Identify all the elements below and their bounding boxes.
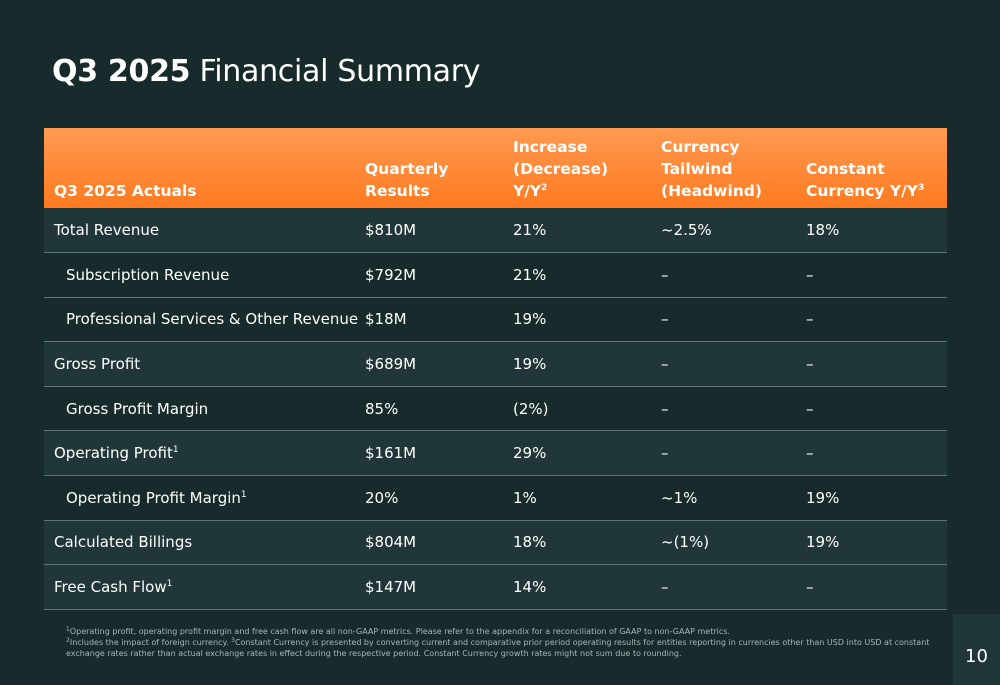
table-cell: 21% <box>513 265 547 284</box>
table-cell: – <box>661 355 669 374</box>
header-row: Q3 2025 Actuals Quarterly Results Increase… <box>44 128 947 208</box>
footnote-3-marker: 3 <box>231 637 235 644</box>
row-label: Professional Services & Other Revenue <box>66 310 359 329</box>
table-cell: – <box>661 265 669 284</box>
table-cell: $18M <box>365 310 407 329</box>
table-cell: 20% <box>365 488 399 507</box>
row-label-cell: Operating Profit Margin1 <box>44 476 355 521</box>
table-row: Gross Profit $689M 19% – – <box>44 341 947 387</box>
footnote-1-text: Operating profit, operating profit margi… <box>69 627 730 636</box>
table-cell: 85% <box>365 399 399 418</box>
footnote-1: 1Operating profit, operating profit marg… <box>66 626 966 637</box>
table-cell: 18% <box>806 221 840 240</box>
table-cell: – <box>806 399 814 418</box>
row-label-cell: Free Cash Flow1 <box>44 565 355 610</box>
table-cell: $810M <box>365 221 417 240</box>
footnote-2-marker: 2 <box>66 637 70 644</box>
footnote-1-marker: 1 <box>66 626 70 633</box>
table-body: Total Revenue $810M 21% ~2.5% 18% Subscriptio… <box>44 208 947 610</box>
row-label: Operating Profit Margin <box>66 488 241 507</box>
table-cell: 19% <box>513 310 547 329</box>
footnote-2-text: Includes the impact of foreign currency. <box>69 638 229 647</box>
table-cell: ~1% <box>661 488 698 507</box>
table-cell: $147M <box>365 578 417 597</box>
column-header: Increase (Decrease) Y/Y2 <box>503 128 651 208</box>
column-header-label: Increase (Decrease) Y/Y <box>513 138 609 200</box>
table-cell: $161M <box>365 444 417 463</box>
table-cell: 1% <box>513 488 537 507</box>
table-cell: – <box>806 578 814 597</box>
table-cell: – <box>806 310 814 329</box>
page-number-box <box>953 614 1000 685</box>
footnote-marker: 1 <box>172 445 179 456</box>
footnote-2: 2Includes the impact of foreign currency… <box>66 637 966 659</box>
column-header-label: Currency Tailwind (Headwind) <box>661 138 762 200</box>
table-cell: 21% <box>513 221 547 240</box>
row-label: Free Cash Flow <box>54 578 167 597</box>
column-header-label: Constant Currency Y/Y <box>806 160 919 200</box>
table-cell: $792M <box>365 265 417 284</box>
footnote-marker: 1 <box>240 489 247 500</box>
table-row: Operating Profit Margin1 20% 1% ~1% 19% <box>44 475 947 521</box>
financial-summary-table: Q3 2025 Actuals Quarterly Results Increase… <box>44 128 947 610</box>
column-header-label: Q3 2025 Actuals <box>54 182 197 200</box>
table-row: Subscription Revenue $792M 21% – – <box>44 252 947 298</box>
page-title: Q3 2025 Financial Summary <box>52 52 481 92</box>
row-label-cell: Professional Services & Other Revenue <box>44 297 359 342</box>
footnotes: 1Operating profit, operating profit marg… <box>66 626 966 659</box>
table-cell: 19% <box>513 355 547 374</box>
table-cell: – <box>661 399 669 418</box>
column-header: Constant Currency Y/Y3 <box>796 128 947 208</box>
row-label: Operating Profit <box>54 444 173 463</box>
row-label: Gross Profit Margin <box>66 399 209 418</box>
row-label: Gross Profit <box>54 355 141 374</box>
table-cell: – <box>661 578 669 597</box>
table-cell: 18% <box>513 533 547 552</box>
table-cell: (2%) <box>513 399 549 418</box>
title-bold: Q3 2025 <box>52 54 191 89</box>
row-label: Total Revenue <box>54 221 160 240</box>
table-row: Operating Profit1 $161M 29% – – <box>44 430 947 476</box>
table-cell: 19% <box>806 488 840 507</box>
table-cell: $689M <box>365 355 417 374</box>
table-cell: – <box>806 444 814 463</box>
table-cell: – <box>806 355 814 374</box>
table-header: Q3 2025 Actuals Quarterly Results Increase… <box>44 128 947 208</box>
row-label-cell: Gross Profit Margin <box>44 386 355 431</box>
title-rest: Financial Summary <box>199 54 481 89</box>
table-cell: $804M <box>365 533 417 552</box>
row-label-cell: Gross Profit <box>44 342 355 387</box>
page-number: 10 <box>965 646 988 667</box>
row-label-cell: Subscription Revenue <box>44 253 355 298</box>
row-label-cell: Calculated Billings <box>44 520 355 565</box>
table-row: Gross Profit Margin 85% (2%) – – <box>44 386 947 431</box>
table-cell: – <box>661 310 669 329</box>
table-row: Calculated Billings $804M 18% ~(1%) 19% <box>44 520 947 565</box>
table-cell: 14% <box>513 578 547 597</box>
table-cell: 19% <box>806 533 840 552</box>
table-row: Professional Services & Other Revenue $18… <box>44 297 947 342</box>
table-row: Total Revenue $810M 21% ~2.5% 18% <box>44 208 947 253</box>
footnote-marker: 3 <box>918 183 925 193</box>
table-cell: ~2.5% <box>661 221 712 240</box>
column-header: Q3 2025 Actuals <box>44 128 355 208</box>
row-label: Calculated Billings <box>54 533 193 552</box>
table-cell: – <box>806 265 814 284</box>
column-header: Quarterly Results <box>355 128 503 208</box>
table-cell: ~(1%) <box>661 533 710 552</box>
column-header: Currency Tailwind (Headwind) <box>651 128 796 208</box>
row-label-cell: Total Revenue <box>44 208 355 253</box>
footnote-marker: 1 <box>166 579 173 590</box>
table-cell: – <box>661 444 669 463</box>
row-label-cell: Operating Profit1 <box>44 431 355 476</box>
row-label: Subscription Revenue <box>66 265 230 284</box>
footnote-3-text: Constant Currency is presented by conver… <box>66 638 930 658</box>
table-row: Free Cash Flow1 $147M 14% – – <box>44 564 947 610</box>
column-header-label: Quarterly Results <box>365 160 449 200</box>
table-cell: 29% <box>513 444 547 463</box>
footnote-marker: 2 <box>541 183 548 193</box>
